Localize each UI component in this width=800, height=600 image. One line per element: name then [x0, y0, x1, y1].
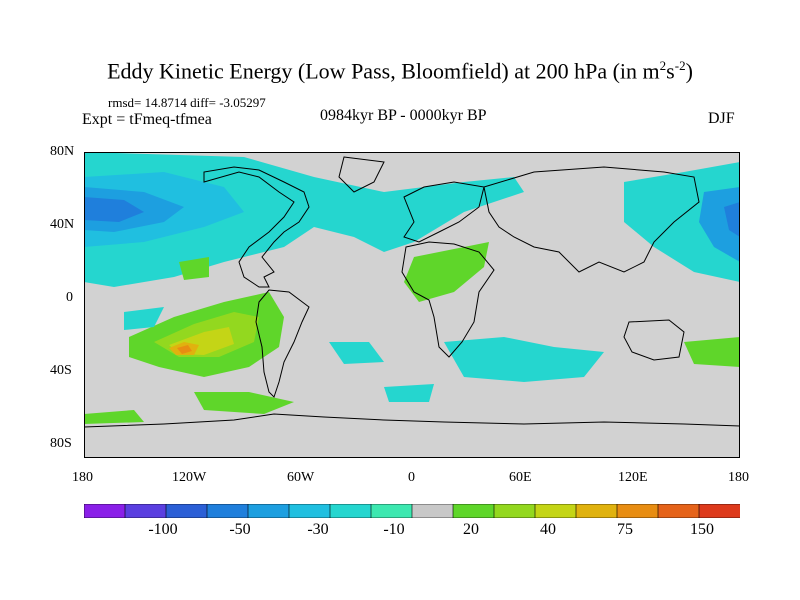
pacific-green [179, 257, 209, 280]
colorbar-swatch [575, 504, 618, 518]
australia-coast [623, 319, 685, 361]
anomaly-field [84, 152, 740, 424]
lon-tick-120w: 120W [172, 470, 207, 485]
south-teal-1 [124, 307, 164, 330]
colorbar-swatch [534, 504, 577, 518]
colorbar-swatch [411, 504, 454, 518]
map-frame [84, 152, 740, 458]
lat-tick-80s: 80S [50, 436, 72, 451]
africa-coast [401, 241, 495, 358]
colorbar-label-neg30: -30 [307, 521, 329, 538]
colorbar-swatch [657, 504, 700, 518]
period-label: 0984kyr BP - 0000kyr BP [320, 107, 487, 124]
colorbar-label-neg50: -50 [229, 521, 251, 538]
colorbar-label-150: 150 [690, 521, 714, 538]
colorbar-swatch [124, 504, 167, 518]
colorbar-label-40: 40 [540, 521, 556, 538]
colorbar-label-20: 20 [463, 521, 479, 538]
asia-coast [483, 166, 700, 273]
colorbar-label-75: 75 [617, 521, 633, 538]
figure-title: Eddy Kinetic Energy (Low Pass, Bloomfiel… [107, 58, 693, 84]
season-label: DJF [708, 110, 735, 127]
colorbar-swatch [370, 504, 413, 518]
colorbar-label-neg100: -100 [148, 521, 178, 538]
colorbar-swatch [616, 504, 659, 518]
lat-tick-40s: 40S [50, 363, 72, 378]
greenland-coast [338, 156, 385, 193]
north-core [84, 197, 144, 222]
lon-tick-0: 0 [408, 470, 415, 485]
europe-coast [403, 181, 485, 243]
stats-label: rmsd= 14.8714 diff= -3.05297 [108, 95, 266, 110]
colorbar-swatch [247, 504, 290, 518]
lon-tick-180e: 180 [728, 470, 749, 485]
colorbar-swatch [452, 504, 495, 518]
indian-ocean-teal [444, 337, 604, 382]
africa-green [404, 242, 489, 302]
colorbar-swatch [493, 504, 536, 518]
lon-tick-120e: 120E [618, 470, 648, 485]
pacific-east-core [724, 202, 740, 237]
north-america-coast [203, 166, 310, 288]
colorbar-swatch [288, 504, 331, 518]
lat-tick-40n: 40N [50, 217, 75, 232]
colorbar-swatch [165, 504, 208, 518]
lon-tick-180w: 180 [72, 470, 93, 485]
colorbar-swatch [206, 504, 249, 518]
colorbar-swatch [84, 504, 126, 518]
southern-green-west [84, 410, 144, 424]
southern-ocean-teal [384, 384, 434, 402]
antarctica-coast [84, 413, 740, 428]
colorbar-label-neg10: -10 [383, 521, 405, 538]
world-map [84, 152, 740, 458]
colorbar-swatch [698, 504, 740, 518]
south-america-coast [255, 289, 310, 398]
lat-tick-0: 0 [66, 290, 73, 305]
experiment-label: Expt = tFmeq-tfmea [82, 111, 212, 128]
australia-green [684, 337, 740, 367]
coastlines [84, 156, 740, 428]
colorbar-swatch [329, 504, 372, 518]
south-pacific-core [177, 345, 192, 354]
lon-tick-60w: 60W [287, 470, 315, 485]
lat-tick-80n: 80N [50, 144, 75, 159]
colorbar [84, 504, 740, 518]
south-teal-2 [329, 342, 384, 364]
lon-tick-60e: 60E [509, 470, 532, 485]
southern-ocean-green [194, 392, 294, 414]
